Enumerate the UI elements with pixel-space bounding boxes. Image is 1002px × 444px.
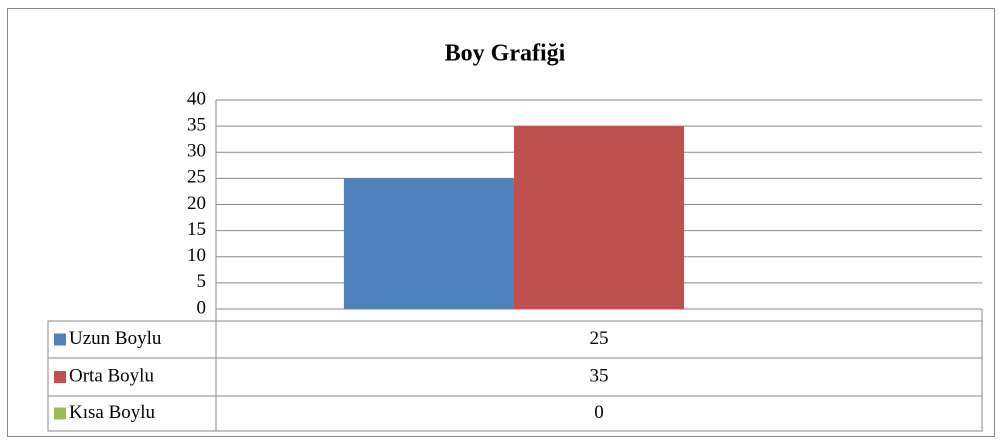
y-tick-label: 10 <box>187 245 206 266</box>
y-tick-label: 5 <box>197 271 207 292</box>
chart-title: Boy Grafiği <box>445 41 566 67</box>
y-tick-label: 20 <box>187 193 206 214</box>
table-value: 25 <box>590 328 609 349</box>
legend-label: Orta Boylu <box>69 365 154 386</box>
legend-label: Kısa Boylu <box>69 402 156 423</box>
legend-swatch <box>54 407 66 420</box>
bar <box>343 178 514 309</box>
table-value: 35 <box>590 365 609 386</box>
y-tick-label: 30 <box>187 141 206 162</box>
legend-swatch <box>54 371 66 383</box>
table-value: 0 <box>594 402 604 423</box>
y-tick-label: 35 <box>187 114 206 135</box>
legend-label: Uzun Boylu <box>69 328 162 349</box>
y-tick-label: 15 <box>187 219 206 240</box>
legend-swatch <box>54 333 66 346</box>
bar <box>513 126 685 309</box>
y-tick-label: 0 <box>197 297 207 318</box>
y-tick-label: 25 <box>187 167 206 188</box>
y-tick-label: 40 <box>187 88 206 109</box>
data-table <box>47 320 983 432</box>
